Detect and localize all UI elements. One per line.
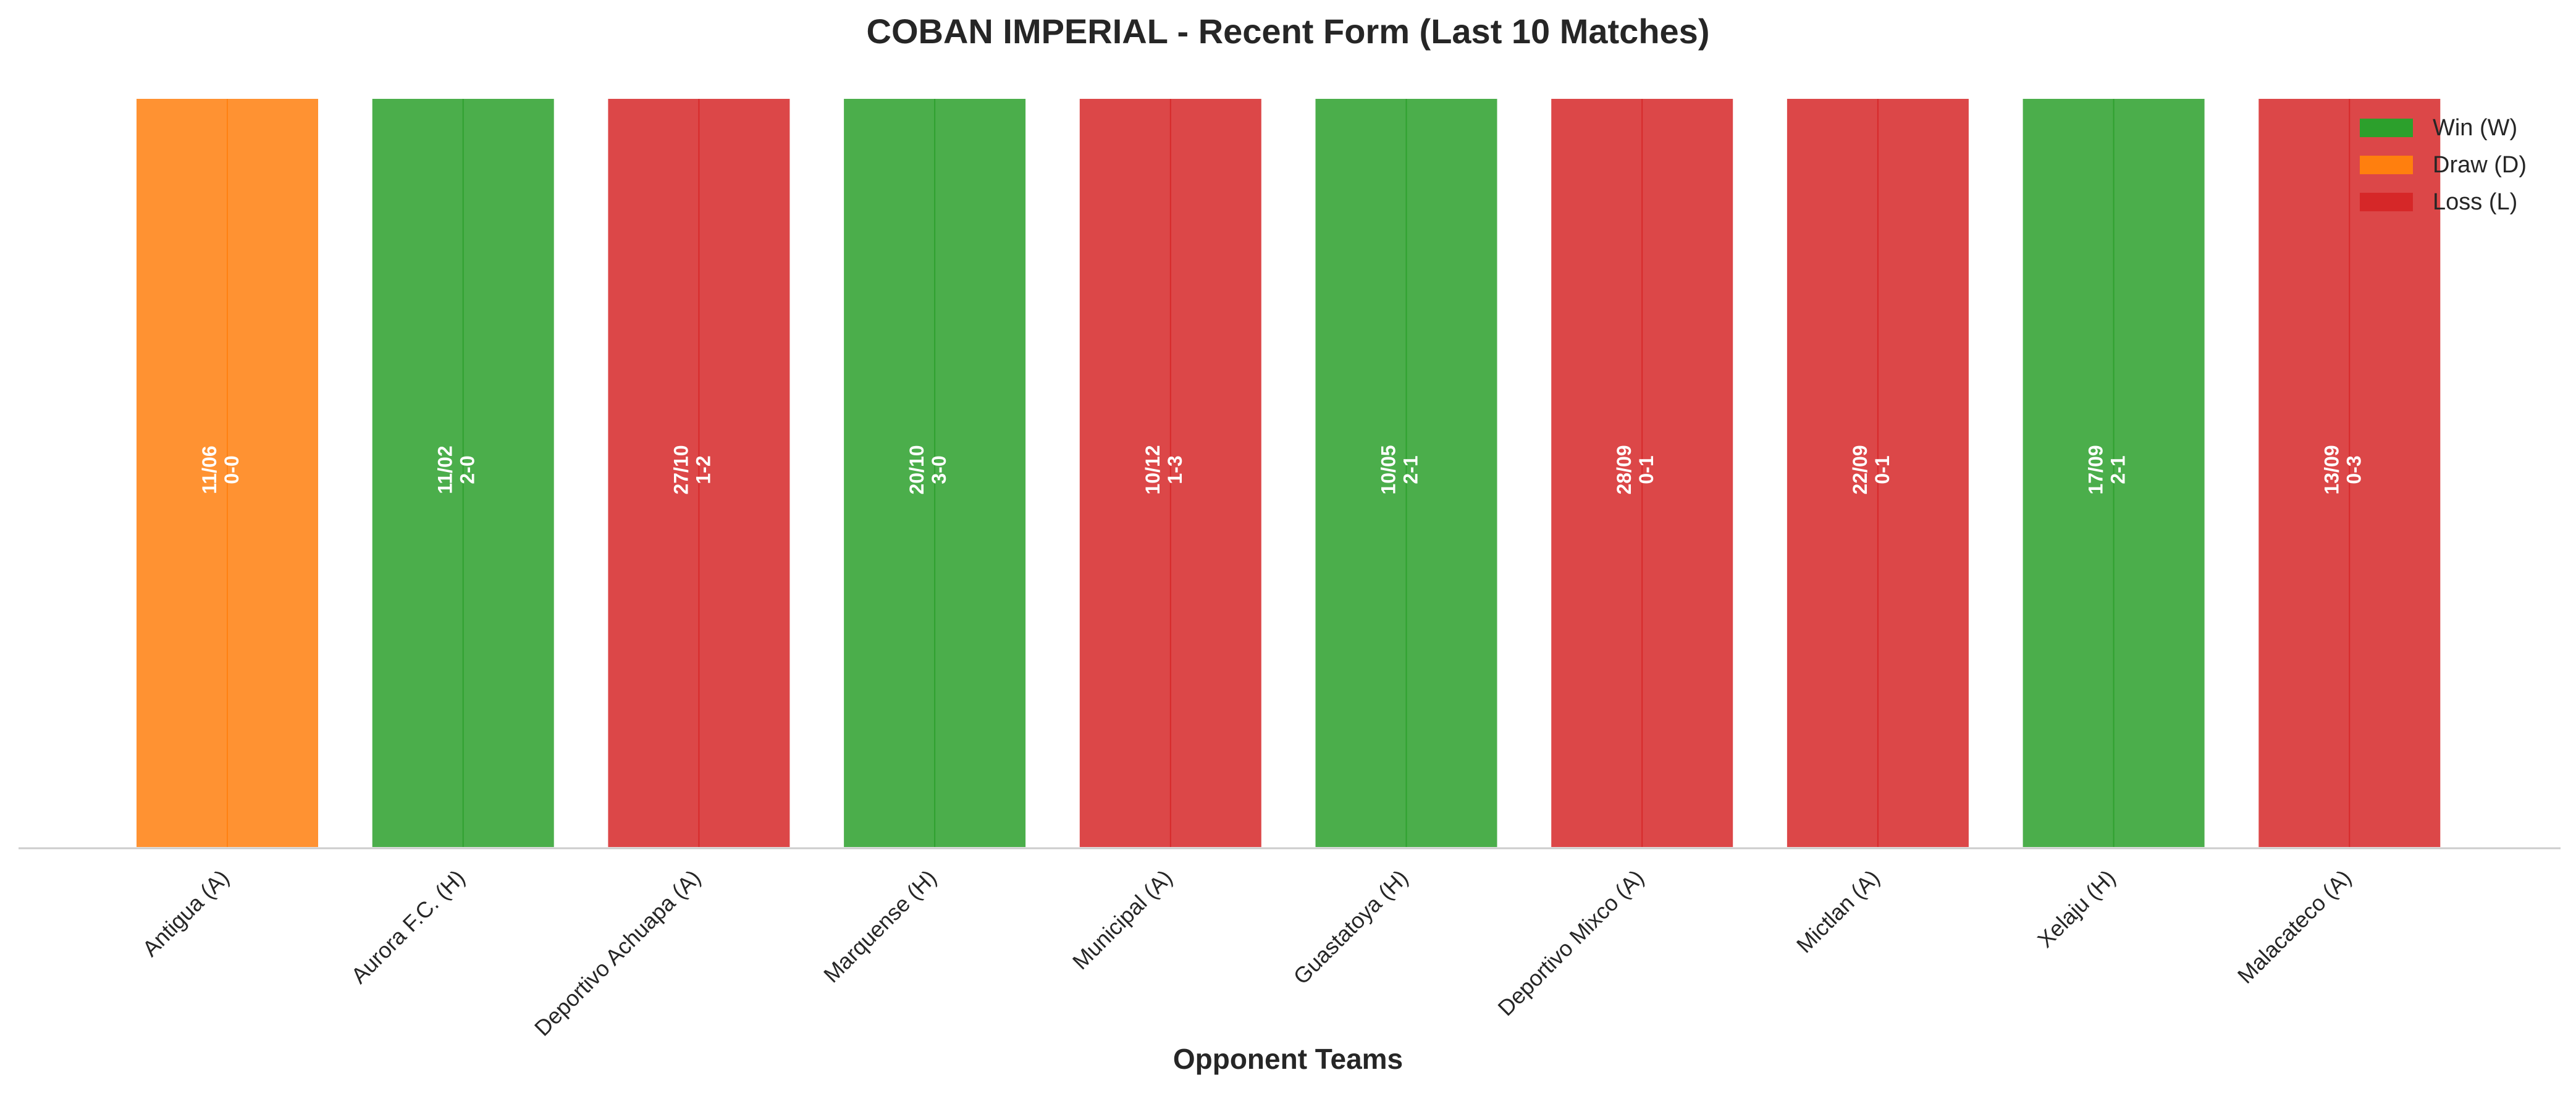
legend-label: Draw (D) (2433, 152, 2527, 178)
bar-date-label: 27/10 (670, 445, 692, 494)
bar-date-label: 11/06 (198, 445, 221, 494)
chart-title: COBAN IMPERIAL - Recent Form (Last 10 Ma… (867, 12, 1710, 51)
legend-swatch (2360, 156, 2413, 174)
bar-score-label: 0-3 (2342, 455, 2365, 484)
bar-date-label: 17/09 (2085, 445, 2107, 494)
legend-swatch (2360, 193, 2413, 211)
x-tick-labels: Antigua (A) Aurora F.C. (H) Deportivo Achu… (137, 865, 2356, 1041)
bar-date-label: 13/09 (2320, 445, 2342, 494)
bar-date-label: 10/12 (1142, 445, 1164, 494)
bar-score-label: 2-1 (1400, 455, 1422, 484)
x-tick-label: Antigua (A) (137, 865, 234, 961)
bar-score-label: 0-1 (1635, 455, 1657, 484)
x-tick-label: Deportivo Mixco (A) (1492, 865, 1648, 1021)
legend-swatch (2360, 119, 2413, 137)
legend: Win (W) Draw (D) Loss (L) (2360, 115, 2527, 215)
bar-score-label: 0-0 (221, 455, 243, 484)
x-tick-label: Municipal (A) (1067, 865, 1177, 975)
x-axis-label: Opponent Teams (1173, 1043, 1403, 1075)
bars-layer (134, 96, 2443, 849)
x-tick-label: Mictlan (A) (1791, 865, 1885, 958)
legend-label: Win (W) (2433, 115, 2517, 141)
bar-score-label: 0-1 (1871, 455, 1893, 484)
bar-score-label: 3-0 (928, 455, 950, 484)
x-tick-label: Aurora F.C. (H) (346, 865, 469, 989)
legend-label: Loss (L) (2433, 189, 2517, 215)
bar-score-label: 2-0 (457, 455, 479, 484)
bar-score-label: 2-1 (2107, 455, 2129, 484)
bar-date-label: 28/09 (1613, 445, 1635, 494)
bar-score-label: 1-3 (1164, 455, 1186, 484)
x-tick-label: Deportivo Achuapa (A) (529, 865, 705, 1041)
bar-date-label: 20/10 (906, 445, 928, 494)
bar-score-label: 1-2 (692, 455, 714, 484)
bar-date-label: 10/05 (1378, 445, 1400, 494)
x-tick-label: Marquense (H) (819, 865, 941, 988)
bar-date-label: 22/09 (1849, 445, 1871, 494)
x-tick-label: Malacateco (A) (2233, 865, 2356, 989)
bar-date-label: 11/02 (434, 445, 457, 494)
bar-labels-layer: 11/06 0-0 11/02 2-0 27/10 1-2 20/10 3-0 10/12 1-3… (198, 445, 2365, 494)
x-tick-label: Xelaju (H) (2032, 865, 2120, 953)
x-tick-label: Guastatoya (H) (1289, 865, 1413, 990)
